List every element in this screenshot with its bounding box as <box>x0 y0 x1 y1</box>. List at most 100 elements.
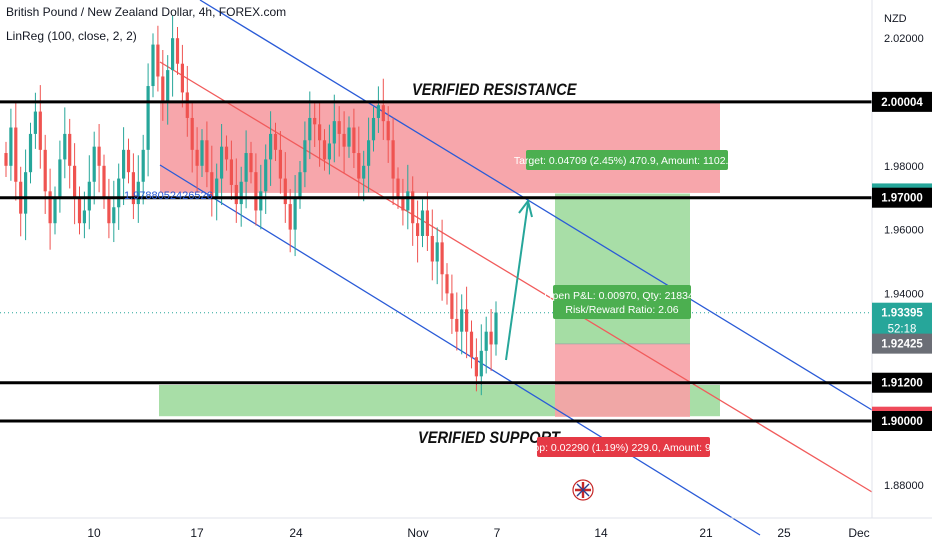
time-tick-label: 24 <box>289 526 303 540</box>
candle-body <box>58 159 62 198</box>
candle-body <box>107 197 111 224</box>
linreg-value-label: 1.9788052426526 <box>124 190 213 202</box>
time-tick-label: 17 <box>190 526 204 540</box>
candle-body <box>210 172 214 198</box>
candle-body <box>469 331 474 358</box>
target-badge <box>526 150 728 170</box>
time-tick-label: Dec <box>848 526 869 540</box>
candle-body <box>126 149 131 173</box>
candle-body <box>479 350 483 377</box>
target-badge-text: Target: 0.04709 (2.45%) 470.9, Amount: 1… <box>514 155 740 167</box>
price-tag-text: 1.91200 <box>881 378 923 390</box>
time-tick-label: 10 <box>87 526 101 540</box>
price-tick-label: 1.98000 <box>884 161 924 173</box>
price-tag-text: 1.90000 <box>881 416 923 428</box>
price-tag-6 <box>872 372 932 393</box>
candle-body <box>200 140 204 166</box>
candle-body <box>347 127 351 147</box>
candle-body <box>293 197 297 230</box>
resistance-zone <box>160 102 720 193</box>
candles-layer <box>4 15 498 396</box>
candle-body <box>131 172 135 205</box>
channel-upper-line[interactable] <box>199 0 873 411</box>
candle-body <box>190 117 194 150</box>
candle-body <box>215 178 219 198</box>
candle-body <box>14 127 18 182</box>
indicator-label[interactable]: LinReg (100, close, 2, 2) <box>6 29 137 43</box>
candle-body <box>136 181 140 205</box>
candle-body <box>465 309 469 332</box>
candle-body <box>494 312 498 345</box>
candle-body <box>450 293 454 319</box>
price-tag-1 <box>872 91 932 112</box>
candle-body <box>273 133 278 150</box>
candle-body <box>357 153 361 179</box>
candle-body <box>381 105 385 122</box>
levels-layer <box>0 100 872 423</box>
loss-zone <box>555 343 690 417</box>
candle-body <box>48 191 52 224</box>
candle-body <box>283 178 287 205</box>
candle-body <box>92 146 96 182</box>
projection-arrow[interactable] <box>505 202 529 361</box>
candle-body <box>327 143 331 160</box>
candle-body <box>278 149 282 179</box>
candle-body <box>244 153 248 182</box>
uk-flag-diagonal <box>576 483 590 497</box>
candle-body <box>38 111 42 150</box>
candle-body <box>161 76 165 102</box>
candle-body <box>239 181 243 205</box>
candle-body <box>195 149 199 166</box>
candle-body <box>411 191 415 224</box>
candle-body <box>401 197 405 211</box>
candle-body <box>318 124 322 141</box>
countdown-text: 52:18 <box>888 324 917 336</box>
candle-body <box>141 149 145 182</box>
price-tag-text: 1.97000 <box>881 193 923 205</box>
candle-body <box>43 149 47 192</box>
price-tick-label: 1.94000 <box>884 288 924 300</box>
candle-body <box>288 204 292 230</box>
candle-body <box>53 197 57 224</box>
price-tick-label: 1.88000 <box>884 480 924 492</box>
candle-body <box>175 38 180 64</box>
candle-body <box>416 223 420 236</box>
time-tick-label: 21 <box>699 526 713 540</box>
candle-body <box>156 44 160 77</box>
candle-body <box>396 178 400 198</box>
candle-body <box>87 181 91 211</box>
candle-body <box>33 111 37 134</box>
stop-badge-text: Stop: 0.02290 (1.19%) 229.0, Amount: 950 <box>523 442 722 454</box>
candle-body <box>460 309 464 332</box>
candle-body <box>440 242 444 275</box>
candle-body <box>63 133 67 160</box>
candle-body <box>303 140 307 173</box>
candle-body <box>205 140 209 173</box>
candle-body <box>376 105 380 118</box>
price-tag-4 <box>872 302 932 339</box>
candle-body <box>180 63 184 93</box>
candle-body <box>362 165 366 179</box>
candle-body <box>406 191 410 211</box>
candle-body <box>171 38 175 71</box>
projection-arrowhead <box>518 198 533 218</box>
candle-body <box>122 149 126 179</box>
zones-layer <box>159 102 720 417</box>
time-tick-label: 7 <box>494 526 501 540</box>
candle-body <box>332 121 336 144</box>
candle-body <box>82 210 86 224</box>
candle-body <box>445 274 449 294</box>
candle-body <box>474 357 478 377</box>
open-pl-badge <box>553 285 691 319</box>
candle-body <box>112 207 116 224</box>
candle-body <box>151 44 155 87</box>
candle-body <box>391 140 395 179</box>
candle-body <box>484 331 488 351</box>
risk-reward-text: Risk/Reward Ratio: 2.06 <box>565 304 678 316</box>
candle-body <box>28 133 33 173</box>
channel-lower-line[interactable] <box>159 164 761 536</box>
candle-body <box>117 178 121 208</box>
candle-body <box>185 92 189 118</box>
